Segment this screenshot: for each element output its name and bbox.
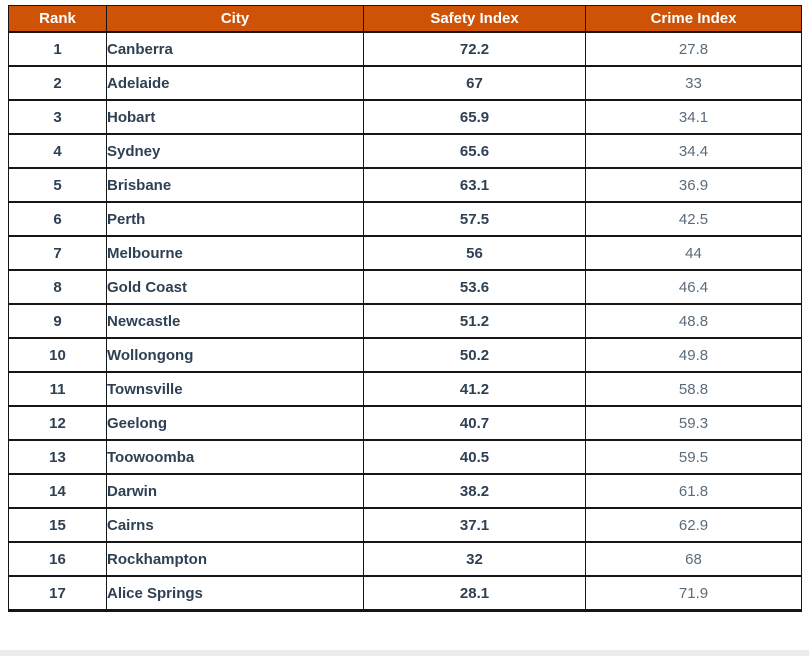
- safety-cell: 53.6: [363, 269, 586, 305]
- crime-cell: 46.4: [585, 269, 802, 305]
- city-cell: Gold Coast: [106, 269, 364, 305]
- rank-cell: 2: [8, 65, 107, 101]
- crime-cell: 48.8: [585, 303, 802, 339]
- city-cell: Perth: [106, 201, 364, 237]
- col-header-city: City: [106, 5, 364, 33]
- rank-cell: 15: [8, 507, 107, 543]
- city-cell: Canberra: [106, 31, 364, 67]
- city-cell: Darwin: [106, 473, 364, 509]
- rank-cell: 1: [8, 31, 107, 67]
- crime-cell: 71.9: [585, 575, 802, 612]
- safety-cell: 63.1: [363, 167, 586, 203]
- table-row: 14 Darwin 38.2 61.8: [8, 473, 802, 509]
- rank-cell: 16: [8, 541, 107, 577]
- table-row: 11 Townsville 41.2 58.8: [8, 371, 802, 407]
- rank-cell: 17: [8, 575, 107, 612]
- crime-cell: 27.8: [585, 31, 802, 67]
- crime-cell: 61.8: [585, 473, 802, 509]
- rank-cell: 8: [8, 269, 107, 305]
- city-cell: Alice Springs: [106, 575, 364, 612]
- table-row: 10 Wollongong 50.2 49.8: [8, 337, 802, 373]
- crime-cell: 58.8: [585, 371, 802, 407]
- col-header-safety-index: Safety Index: [363, 5, 586, 33]
- safety-cell: 51.2: [363, 303, 586, 339]
- table-row: 6 Perth 57.5 42.5: [8, 201, 802, 237]
- safety-cell: 41.2: [363, 371, 586, 407]
- table-row: 7 Melbourne 56 44: [8, 235, 802, 271]
- table-row: 2 Adelaide 67 33: [8, 65, 802, 101]
- city-safety-table: Rank City Safety Index Crime Index 1 Canb…: [8, 5, 802, 612]
- city-cell: Newcastle: [106, 303, 364, 339]
- table-row: 12 Geelong 40.7 59.3: [8, 405, 802, 441]
- crime-cell: 62.9: [585, 507, 802, 543]
- col-header-rank: Rank: [8, 5, 107, 33]
- crime-cell: 36.9: [585, 167, 802, 203]
- crime-cell: 42.5: [585, 201, 802, 237]
- table-row: 17 Alice Springs 28.1 71.9: [8, 575, 802, 612]
- safety-cell: 65.6: [363, 133, 586, 169]
- rank-cell: 7: [8, 235, 107, 271]
- rank-cell: 10: [8, 337, 107, 373]
- city-cell: Rockhampton: [106, 541, 364, 577]
- city-cell: Adelaide: [106, 65, 364, 101]
- table-row: 15 Cairns 37.1 62.9: [8, 507, 802, 543]
- crime-cell: 49.8: [585, 337, 802, 373]
- safety-cell: 65.9: [363, 99, 586, 135]
- bottom-strip: [0, 650, 809, 656]
- crime-cell: 59.5: [585, 439, 802, 475]
- city-cell: Townsville: [106, 371, 364, 407]
- rank-cell: 13: [8, 439, 107, 475]
- rank-cell: 4: [8, 133, 107, 169]
- col-header-crime-index: Crime Index: [585, 5, 802, 33]
- safety-cell: 67: [363, 65, 586, 101]
- safety-cell: 72.2: [363, 31, 586, 67]
- rank-cell: 6: [8, 201, 107, 237]
- rank-cell: 11: [8, 371, 107, 407]
- safety-cell: 50.2: [363, 337, 586, 373]
- crime-cell: 33: [585, 65, 802, 101]
- table-row: 5 Brisbane 63.1 36.9: [8, 167, 802, 203]
- safety-cell: 38.2: [363, 473, 586, 509]
- crime-cell: 34.4: [585, 133, 802, 169]
- table-row: 3 Hobart 65.9 34.1: [8, 99, 802, 135]
- city-cell: Geelong: [106, 405, 364, 441]
- table-row: 8 Gold Coast 53.6 46.4: [8, 269, 802, 305]
- crime-cell: 44: [585, 235, 802, 271]
- city-cell: Brisbane: [106, 167, 364, 203]
- safety-cell: 40.7: [363, 405, 586, 441]
- city-cell: Melbourne: [106, 235, 364, 271]
- table-row: 1 Canberra 72.2 27.8: [8, 31, 802, 67]
- crime-cell: 68: [585, 541, 802, 577]
- safety-cell: 40.5: [363, 439, 586, 475]
- safety-cell: 28.1: [363, 575, 586, 612]
- safety-cell: 56: [363, 235, 586, 271]
- safety-cell: 32: [363, 541, 586, 577]
- rank-cell: 9: [8, 303, 107, 339]
- city-cell: Sydney: [106, 133, 364, 169]
- header-row: Rank City Safety Index Crime Index: [8, 5, 802, 33]
- safety-cell: 37.1: [363, 507, 586, 543]
- rank-cell: 12: [8, 405, 107, 441]
- city-cell: Cairns: [106, 507, 364, 543]
- table-row: 4 Sydney 65.6 34.4: [8, 133, 802, 169]
- rank-cell: 5: [8, 167, 107, 203]
- rank-cell: 14: [8, 473, 107, 509]
- table-body: 1 Canberra 72.2 27.8 2 Adelaide 67 33 3 Hobart 65.…: [8, 31, 802, 612]
- safety-cell: 57.5: [363, 201, 586, 237]
- crime-cell: 34.1: [585, 99, 802, 135]
- table-row: 16 Rockhampton 32 68: [8, 541, 802, 577]
- city-cell: Hobart: [106, 99, 364, 135]
- table-row: 13 Toowoomba 40.5 59.5: [8, 439, 802, 475]
- table-row: 9 Newcastle 51.2 48.8: [8, 303, 802, 339]
- city-cell: Wollongong: [106, 337, 364, 373]
- rank-cell: 3: [8, 99, 107, 135]
- city-cell: Toowoomba: [106, 439, 364, 475]
- crime-cell: 59.3: [585, 405, 802, 441]
